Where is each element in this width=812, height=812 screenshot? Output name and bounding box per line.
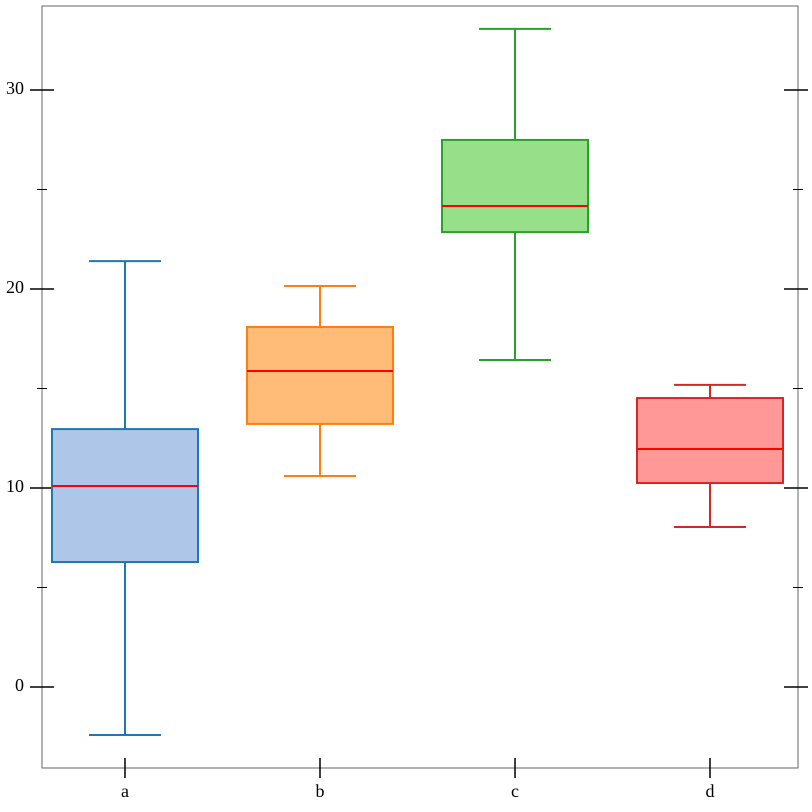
y-tick-label: 10 xyxy=(6,476,24,496)
x-tick-label: d xyxy=(706,781,715,801)
box xyxy=(246,325,394,425)
x-tick-label: b xyxy=(316,781,325,801)
x-tick-label: a xyxy=(121,781,129,801)
y-tick-label: 0 xyxy=(15,675,24,695)
box xyxy=(636,397,784,485)
plot-frame xyxy=(41,5,799,769)
x-tick-label: c xyxy=(511,781,519,801)
y-tick-label: 20 xyxy=(6,277,24,297)
box xyxy=(441,138,589,234)
y-tick-label: 30 xyxy=(6,78,24,98)
box xyxy=(51,428,199,564)
